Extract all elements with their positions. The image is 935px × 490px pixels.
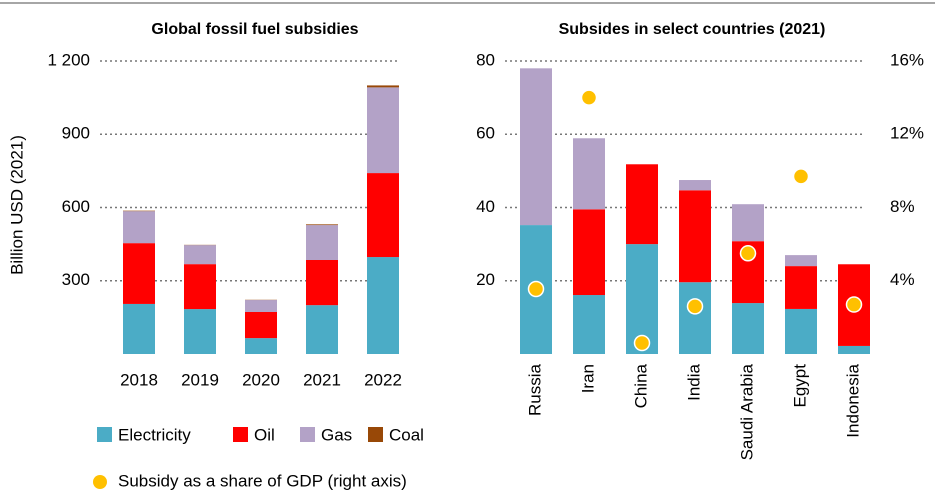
bar-segment: [184, 264, 216, 310]
y-tick-label: 1 200: [47, 50, 90, 69]
legend-label: Coal: [389, 425, 424, 444]
gdp-share-dot: [792, 168, 810, 185]
bar-segment: [785, 308, 817, 354]
bar-segment: [732, 204, 764, 242]
bar-segment: [123, 211, 155, 244]
bar-segment: [367, 257, 399, 354]
gdp-share-dot: [739, 245, 757, 262]
bar-segment: [573, 295, 605, 354]
x-tick-label: 2021: [303, 370, 341, 389]
y2-tick-label: 16%: [890, 50, 924, 69]
x-tick-label: India: [684, 363, 703, 400]
legend-label: Gas: [321, 425, 352, 444]
bar-segment: [367, 173, 399, 258]
bar-segment: [785, 255, 817, 267]
x-tick-label: 2020: [242, 370, 280, 389]
bar-segment: [573, 138, 605, 210]
x-tick-label: 2018: [120, 370, 158, 389]
legend-swatch: [368, 427, 383, 442]
y2-tick-label: 8%: [890, 197, 915, 216]
gdp-share-dot: [845, 296, 863, 313]
bar-segment: [679, 282, 711, 354]
y-tick-label: 60: [476, 124, 495, 143]
x-tick-label: Saudi Arabia: [737, 363, 756, 460]
bar-segment: [573, 209, 605, 296]
bar-segment: [367, 87, 399, 174]
x-tick-label: Indonesia: [843, 363, 862, 437]
legend-dot: [93, 475, 107, 489]
y-tick-label: 40: [476, 197, 495, 216]
bar-segment: [184, 245, 216, 265]
gdp-share-dot: [527, 280, 545, 298]
bar-segment: [306, 224, 338, 226]
bar-segment: [306, 259, 338, 306]
legend-label: Subsidy as a share of GDP (right axis): [118, 471, 407, 490]
y-tick-label: 900: [62, 124, 90, 143]
x-tick-label: China: [631, 363, 650, 408]
bar-segment: [123, 303, 155, 354]
bar-segment: [679, 180, 711, 191]
legend-label: Electricity: [118, 425, 191, 444]
legend-swatch: [300, 427, 315, 442]
bar-segment: [245, 312, 277, 339]
bar-segment: [785, 266, 817, 309]
legend-swatch: [97, 427, 112, 442]
gdp-share-dot: [580, 89, 598, 106]
bar-segment: [732, 303, 764, 354]
y-axis-label: Billion USD (2021): [7, 135, 26, 275]
y2-tick-label: 12%: [890, 124, 924, 143]
y-tick-label: 600: [62, 197, 90, 216]
legend-swatch: [233, 427, 248, 442]
y-tick-label: 20: [476, 270, 495, 289]
bar-segment: [245, 338, 277, 354]
gdp-share-dot: [633, 334, 651, 352]
y2-tick-label: 4%: [890, 270, 915, 289]
bar-segment: [245, 300, 277, 313]
gdp-share-dot: [686, 298, 704, 315]
y-tick-label: 80: [476, 50, 495, 69]
x-tick-label: Russia: [525, 363, 544, 416]
y-tick-label: 300: [62, 270, 90, 289]
legend-label: Oil: [254, 425, 275, 444]
bar-segment: [679, 190, 711, 283]
bar-segment: [520, 68, 552, 226]
bar-segment: [626, 164, 658, 245]
chart-title: Global fossil fuel subsidies: [151, 21, 358, 38]
bar-segment: [306, 225, 338, 260]
chart-title: Subsides in select countries (2021): [559, 21, 826, 38]
bar-segment: [367, 85, 399, 88]
bar-segment: [184, 309, 216, 354]
x-tick-label: Egypt: [790, 364, 809, 408]
bar-segment: [123, 243, 155, 304]
bar-segment: [306, 305, 338, 354]
x-tick-label: 2019: [181, 370, 219, 389]
bar-segment: [838, 345, 870, 354]
x-tick-label: 2022: [364, 370, 402, 389]
x-tick-label: Iran: [578, 364, 597, 393]
